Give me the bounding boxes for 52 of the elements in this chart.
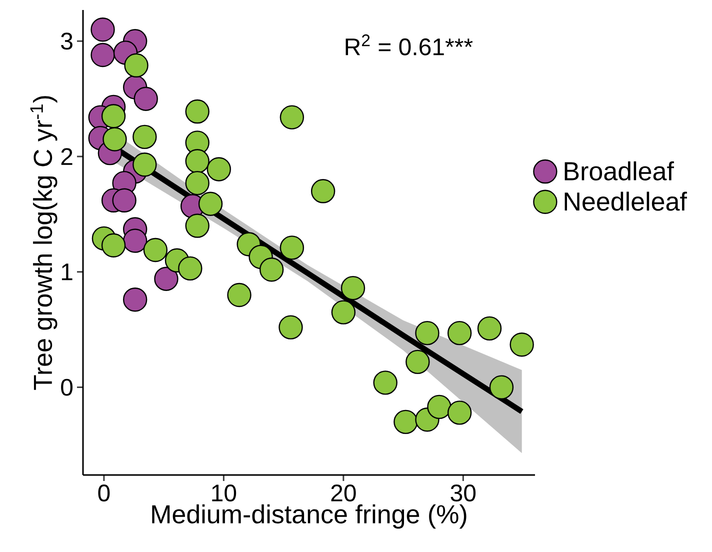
point bbox=[90, 18, 115, 42]
point bbox=[415, 320, 440, 346]
x-axis-title: Medium-distance fringe (%) bbox=[152, 504, 466, 529]
legend-label: Needleleaf bbox=[564, 192, 688, 211]
x-tick-label: 10 bbox=[212, 484, 236, 502]
point bbox=[178, 256, 202, 281]
point bbox=[259, 258, 284, 282]
point bbox=[154, 266, 178, 291]
point bbox=[477, 316, 502, 341]
y-tick-label: 1 bbox=[62, 264, 72, 280]
point bbox=[185, 149, 210, 174]
point bbox=[112, 188, 136, 212]
point bbox=[185, 214, 210, 238]
x-tick-label: 30 bbox=[450, 484, 476, 502]
point bbox=[101, 104, 126, 128]
point bbox=[310, 179, 336, 204]
point bbox=[101, 233, 126, 258]
point bbox=[340, 276, 366, 300]
x-tick-label: 0 bbox=[98, 484, 110, 502]
point bbox=[185, 99, 210, 124]
annotation: R$^{2}$ = 0.61*** bbox=[346, 34, 473, 56]
point bbox=[510, 332, 534, 357]
point bbox=[227, 282, 252, 308]
point bbox=[198, 192, 223, 216]
point bbox=[122, 288, 148, 312]
point bbox=[122, 228, 148, 253]
y-axis-title: Tree growth log(kg C yr$^{-1}$) bbox=[30, 96, 58, 390]
point bbox=[132, 124, 157, 150]
point bbox=[134, 86, 158, 111]
point bbox=[143, 238, 168, 262]
point bbox=[280, 236, 304, 260]
point bbox=[489, 375, 514, 400]
point bbox=[280, 105, 304, 130]
y-tick-label: 2 bbox=[61, 148, 72, 165]
point bbox=[124, 53, 148, 78]
point bbox=[427, 394, 452, 420]
point bbox=[185, 170, 210, 196]
point bbox=[331, 300, 356, 324]
point bbox=[278, 315, 303, 340]
point bbox=[132, 152, 157, 177]
y-tick-label: 3 bbox=[61, 32, 72, 50]
point bbox=[447, 320, 472, 346]
point bbox=[90, 42, 115, 68]
point bbox=[447, 400, 472, 425]
point bbox=[394, 410, 418, 434]
point bbox=[406, 350, 430, 374]
x-tick-label: 20 bbox=[331, 484, 356, 502]
point bbox=[373, 370, 398, 395]
legend-label: Broadleaf bbox=[564, 161, 674, 180]
point bbox=[102, 127, 127, 152]
y-tick-label: 0 bbox=[61, 378, 73, 396]
point bbox=[206, 157, 232, 182]
